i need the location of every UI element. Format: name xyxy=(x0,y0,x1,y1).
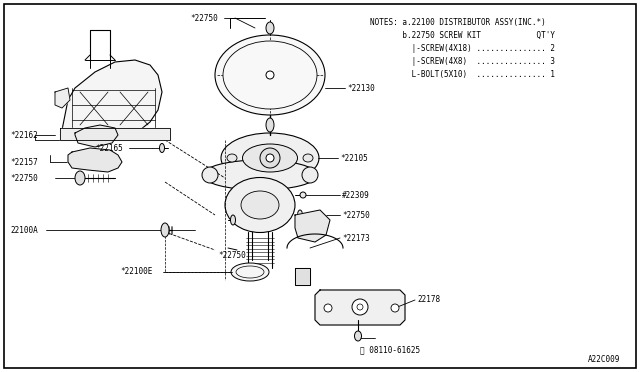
Text: *22105: *22105 xyxy=(340,154,368,163)
Ellipse shape xyxy=(355,331,362,341)
Text: 22100A: 22100A xyxy=(10,225,38,234)
Polygon shape xyxy=(55,88,70,108)
Ellipse shape xyxy=(241,191,279,219)
Circle shape xyxy=(202,167,218,183)
Polygon shape xyxy=(75,125,118,147)
Text: |-SCREW(4X8)  ............... 3: |-SCREW(4X8) ............... 3 xyxy=(370,57,555,65)
Circle shape xyxy=(302,167,318,183)
Circle shape xyxy=(300,192,306,198)
Text: *22750: *22750 xyxy=(342,211,370,219)
Ellipse shape xyxy=(161,223,169,237)
Text: *22130: *22130 xyxy=(347,83,375,93)
Text: |-SCREW(4X18) ............... 2: |-SCREW(4X18) ............... 2 xyxy=(370,44,555,52)
Polygon shape xyxy=(60,128,170,140)
Ellipse shape xyxy=(225,177,295,232)
Polygon shape xyxy=(62,60,162,135)
Ellipse shape xyxy=(227,154,237,162)
Text: 22178: 22178 xyxy=(417,295,440,305)
Circle shape xyxy=(324,304,332,312)
Text: *22100E: *22100E xyxy=(120,267,152,276)
Ellipse shape xyxy=(236,266,264,278)
Ellipse shape xyxy=(230,215,236,225)
Text: *22750: *22750 xyxy=(190,13,218,22)
Text: Ⓑ 08110-61625: Ⓑ 08110-61625 xyxy=(360,346,420,355)
Ellipse shape xyxy=(202,160,317,190)
Text: *22750: *22750 xyxy=(10,173,38,183)
Polygon shape xyxy=(315,290,405,325)
Text: L-BOLT(5X10)  ............... 1: L-BOLT(5X10) ............... 1 xyxy=(370,70,555,78)
Text: *22165: *22165 xyxy=(95,144,123,153)
Ellipse shape xyxy=(223,41,317,109)
Text: #22309: #22309 xyxy=(342,190,370,199)
Circle shape xyxy=(357,304,363,310)
Ellipse shape xyxy=(266,118,274,132)
Ellipse shape xyxy=(75,171,85,185)
Text: NOTES: a.22100 DISTRIBUTOR ASSY(INC.*): NOTES: a.22100 DISTRIBUTOR ASSY(INC.*) xyxy=(370,17,546,26)
Ellipse shape xyxy=(266,22,274,34)
Ellipse shape xyxy=(303,154,313,162)
Ellipse shape xyxy=(159,144,164,153)
Circle shape xyxy=(266,154,274,162)
Ellipse shape xyxy=(298,210,303,220)
Text: *22162: *22162 xyxy=(10,131,38,140)
Ellipse shape xyxy=(243,144,298,172)
Text: A22C009: A22C009 xyxy=(588,356,620,365)
Circle shape xyxy=(352,299,368,315)
Text: *22173: *22173 xyxy=(342,234,370,243)
Polygon shape xyxy=(68,148,122,172)
Circle shape xyxy=(260,148,280,168)
Circle shape xyxy=(391,304,399,312)
Text: b.22750 SCREW KIT            QT'Y: b.22750 SCREW KIT QT'Y xyxy=(370,31,555,39)
Text: *22750: *22750 xyxy=(218,250,246,260)
Text: *22157: *22157 xyxy=(10,157,38,167)
Polygon shape xyxy=(295,210,330,242)
Ellipse shape xyxy=(221,133,319,183)
Ellipse shape xyxy=(231,263,269,281)
Ellipse shape xyxy=(215,35,325,115)
Circle shape xyxy=(266,71,274,79)
Polygon shape xyxy=(295,268,310,285)
